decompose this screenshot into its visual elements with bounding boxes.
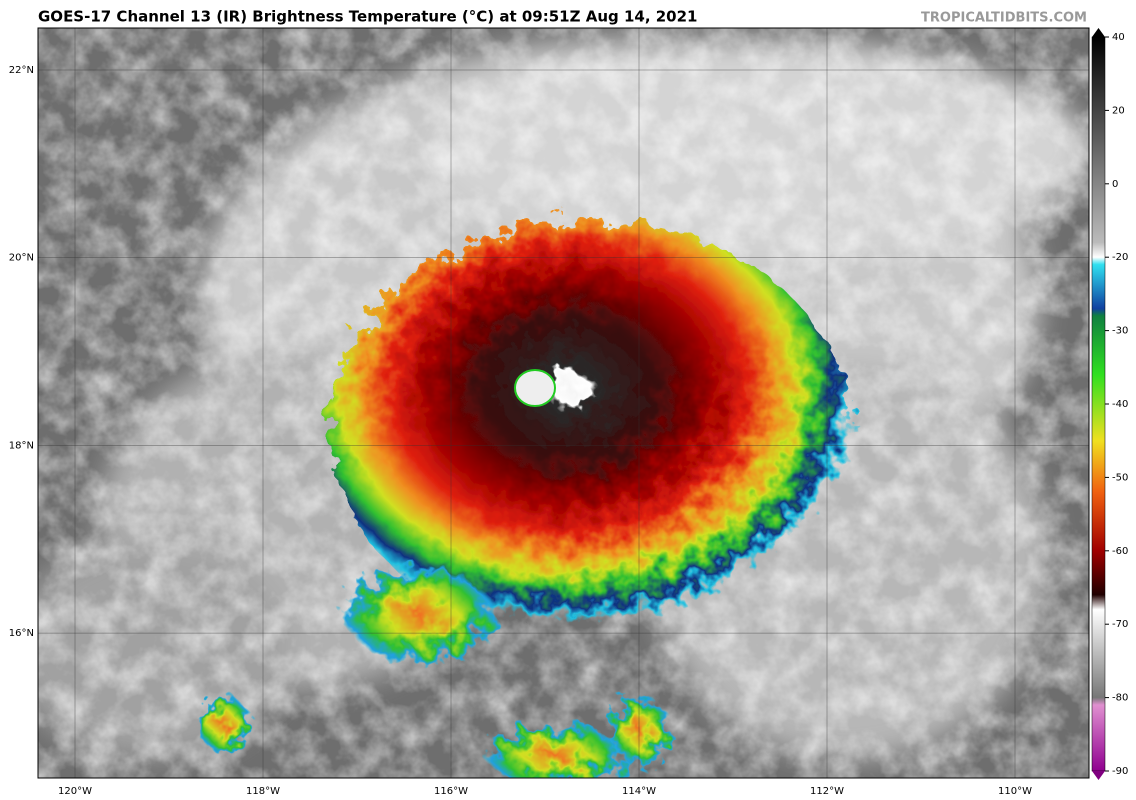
lon-label: 118°W (246, 786, 280, 797)
lat-label: 20°N (9, 253, 34, 264)
lat-label: 18°N (9, 440, 34, 451)
credit: TROPICALTIDBITS.COM (921, 11, 1087, 26)
lon-label: 120°W (58, 786, 92, 797)
lat-label: 22°N (9, 65, 34, 76)
colorbar-label: -80 (1112, 693, 1128, 704)
colorbar-label: -30 (1112, 326, 1128, 337)
colorbar-label: 0 (1112, 179, 1118, 190)
colorbar-label: -70 (1112, 619, 1128, 630)
title: GOES-17 Channel 13 (IR) Brightness Tempe… (38, 8, 698, 26)
lon-label: 112°W (810, 786, 844, 797)
lat-label: 16°N (9, 628, 34, 639)
colorbar-label: -50 (1112, 472, 1128, 483)
colorbar-label: 20 (1112, 105, 1125, 116)
colorbar-label: -40 (1112, 399, 1128, 410)
colorbar-label: 40 (1112, 32, 1125, 43)
colorbar-label: -90 (1112, 766, 1128, 777)
colorbar-cap (1092, 771, 1105, 780)
colorbar-label: -20 (1112, 252, 1128, 263)
lon-label: 114°W (622, 786, 656, 797)
lon-label: 110°W (998, 786, 1032, 797)
colorbar (1091, 36, 1106, 772)
map-frame (37, 27, 1090, 779)
lon-label: 116°W (434, 786, 468, 797)
satellite-image (38, 28, 1089, 778)
graticule: 22°N 20°N 18°N 16°N 120°W 118°W 116°W 114°W 112°… (9, 28, 1089, 797)
colorbar-label: -60 (1112, 546, 1128, 557)
colorbar-cap (1092, 28, 1105, 37)
